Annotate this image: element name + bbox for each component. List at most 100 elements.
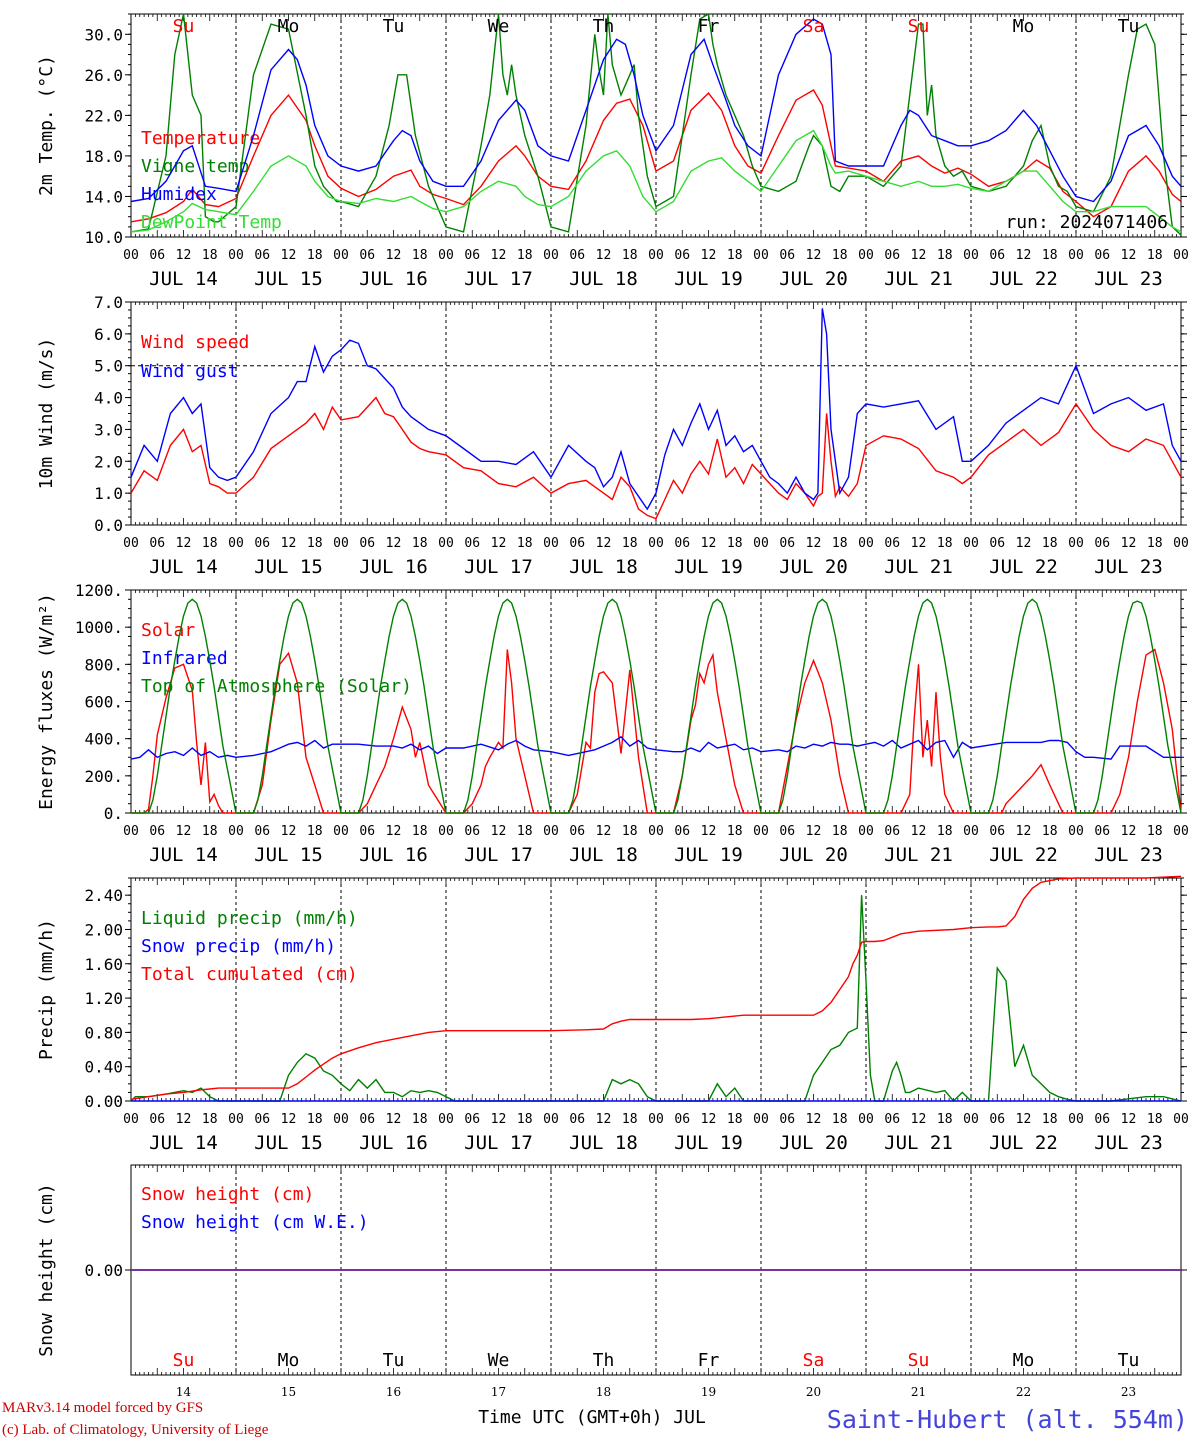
wind-ytick-label: 6.0 xyxy=(94,325,123,344)
weekday-label-top: Tu xyxy=(383,16,405,37)
wind-y-axis-title: 10m Wind (m/s) xyxy=(36,338,57,490)
wind-hour-label: 12 xyxy=(1016,536,1032,551)
x-axis-title: Time UTC (GMT+0h) JUL xyxy=(478,1407,706,1428)
wind-legend-item: Wind gust xyxy=(141,361,239,382)
temp-ytick-label: 14.0 xyxy=(84,187,123,206)
wind-date-label: JUL 16 xyxy=(359,556,428,578)
temp-ytick-label: 10.0 xyxy=(84,228,123,247)
precip-date-label: JUL 23 xyxy=(1094,1132,1163,1154)
energy-hour-label: 18 xyxy=(202,824,218,839)
temp-date-label: JUL 23 xyxy=(1094,268,1163,290)
temp-hour-label: 00 xyxy=(543,248,559,263)
temp-hour-label: 12 xyxy=(491,248,507,263)
wind-hour-label: 06 xyxy=(464,536,480,551)
precip-legend-item: Liquid precip (mm/h) xyxy=(141,908,358,929)
wind-hour-label: 18 xyxy=(412,536,428,551)
energy-hour-label: 06 xyxy=(884,824,900,839)
wind-legend-item: Wind speed xyxy=(141,332,249,353)
panel-snow: 0.00 Snow height (cm) Snow height (cm) Snow… xyxy=(36,1164,1187,1399)
precip-hour-label: 06 xyxy=(989,1112,1005,1127)
precip-date-label: JUL 16 xyxy=(359,1132,428,1154)
energy-hour-label: 18 xyxy=(1042,824,1058,839)
weekday-label-bottom: Tu xyxy=(383,1350,405,1371)
precip-hour-label: 12 xyxy=(491,1112,507,1127)
energy-hour-label: 12 xyxy=(596,824,612,839)
wind-date-label: JUL 18 xyxy=(569,556,638,578)
energy-hour-label: 12 xyxy=(911,824,927,839)
wind-hour-label: 18 xyxy=(1042,536,1058,551)
weekday-label-top: Mo xyxy=(1013,16,1035,37)
energy-hour-label: 18 xyxy=(412,824,428,839)
wind-ytick-label: 7.0 xyxy=(94,293,123,312)
wind-hour-label: 18 xyxy=(622,536,638,551)
precip-hour-label: 12 xyxy=(701,1112,717,1127)
energy-hour-label: 12 xyxy=(701,824,717,839)
precip-hour-label: 18 xyxy=(622,1112,638,1127)
energy-hour-label: 12 xyxy=(1121,824,1137,839)
precip-ytick-label: 1.60 xyxy=(84,955,123,974)
energy-hour-label: 06 xyxy=(149,824,165,839)
energy-hour-label: 18 xyxy=(1147,824,1163,839)
precip-hour-label: 06 xyxy=(569,1112,585,1127)
precip-hour-label: 12 xyxy=(596,1112,612,1127)
wind-hour-label: 00 xyxy=(333,536,349,551)
energy-hour-label: 12 xyxy=(176,824,192,839)
precip-hour-label: 12 xyxy=(806,1112,822,1127)
precip-hour-label: 00 xyxy=(1173,1112,1189,1127)
precip-hour-label: 12 xyxy=(1016,1112,1032,1127)
wind-hour-label: 00 xyxy=(858,536,874,551)
weekday-label-bottom: Tu xyxy=(1118,1350,1140,1371)
weekday-label-bottom: Th xyxy=(593,1350,615,1371)
wind-hour-label: 06 xyxy=(254,536,270,551)
energy-hour-label: 06 xyxy=(359,824,375,839)
temp-date-label: JUL 22 xyxy=(989,268,1058,290)
station-label: Saint-Hubert (alt. 554m) xyxy=(827,1405,1188,1434)
temp-ytick-label: 18.0 xyxy=(84,147,123,166)
footer-model: MARv3.14 model forced by GFS xyxy=(2,1400,203,1416)
precip-hour-label: 06 xyxy=(674,1112,690,1127)
weekday-label-bottom: Su xyxy=(908,1350,930,1371)
precip-ytick-label: 0.80 xyxy=(84,1023,123,1042)
temp-hour-label: 18 xyxy=(517,248,533,263)
weekday-label-top: Sa xyxy=(803,16,825,37)
energy-hour-label: 12 xyxy=(281,824,297,839)
wind-hour-label: 18 xyxy=(517,536,533,551)
wind-date-label: JUL 23 xyxy=(1094,556,1163,578)
energy-hour-label: 18 xyxy=(832,824,848,839)
wind-series-wind-gust xyxy=(130,308,1182,511)
wind-hour-label: 18 xyxy=(307,536,323,551)
wind-hour-label: 00 xyxy=(123,536,139,551)
wind-hour-label: 00 xyxy=(438,536,454,551)
energy-ytick-label: 800. xyxy=(84,655,123,674)
energy-hour-label: 06 xyxy=(779,824,795,839)
temp-hour-label: 12 xyxy=(701,248,717,263)
temp-hour-label: 00 xyxy=(438,248,454,263)
energy-legend-item: Infrared xyxy=(141,648,228,669)
weekday-label-top: Su xyxy=(908,16,930,37)
precip-hour-label: 00 xyxy=(963,1112,979,1127)
temp-frame xyxy=(130,13,1182,238)
temp-date-label: JUL 17 xyxy=(464,268,533,290)
precip-hour-label: 18 xyxy=(412,1112,428,1127)
temp-date-label: JUL 18 xyxy=(569,268,638,290)
energy-hour-label: 12 xyxy=(1016,824,1032,839)
energy-hour-label: 00 xyxy=(963,824,979,839)
wind-ytick-label: 1.0 xyxy=(94,484,123,503)
snow-legend-item: Snow height (cm) xyxy=(141,1184,314,1205)
precip-hour-label: 00 xyxy=(543,1112,559,1127)
weekday-label-top: Mo xyxy=(278,16,300,37)
temp-hour-label: 06 xyxy=(359,248,375,263)
wind-hour-label: 06 xyxy=(884,536,900,551)
energy-legend-item: Top of Atmosphere (Solar) xyxy=(141,676,412,697)
energy-hour-label: 06 xyxy=(569,824,585,839)
wind-hour-label: 06 xyxy=(359,536,375,551)
weekday-label-bottom: Su xyxy=(173,1350,195,1371)
wind-hour-label: 00 xyxy=(543,536,559,551)
temp-series-vigne-temp xyxy=(130,12,1182,236)
precip-ytick-label: 1.20 xyxy=(84,989,123,1008)
energy-ytick-label: 1000. xyxy=(75,618,123,637)
precip-hour-label: 06 xyxy=(359,1112,375,1127)
temp-ytick-label: 26.0 xyxy=(84,66,123,85)
wind-hour-label: 06 xyxy=(149,536,165,551)
energy-hour-label: 00 xyxy=(333,824,349,839)
